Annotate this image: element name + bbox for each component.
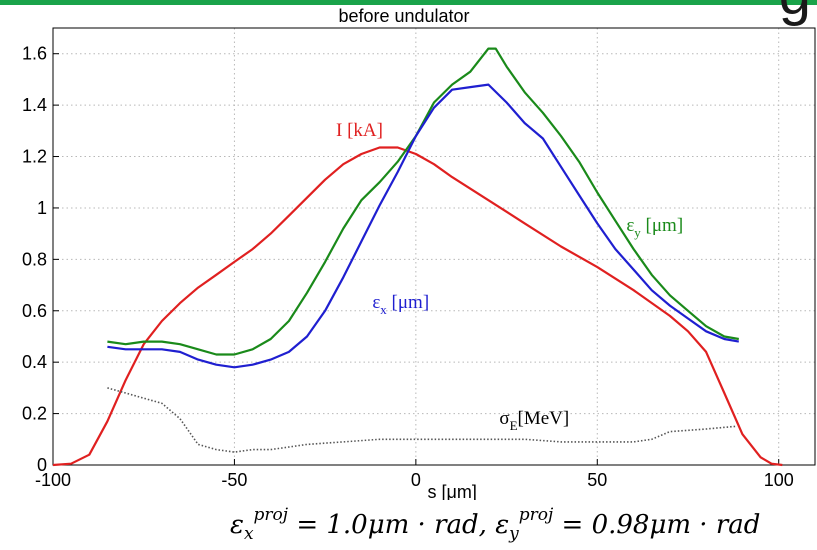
formula-eps-y-superscript: proj [518,505,554,525]
plot-area [53,28,815,465]
x-tick-label: 0 [411,470,421,490]
annotation-eps-y: εy [μm] [626,215,683,240]
top-accent-bar [0,0,817,5]
annotation-eps-x-symbol: ε [372,292,380,313]
y-tick-label: 0.8 [22,249,47,269]
line-chart: -100 -50 0 50 100 0 0.2 0.4 0.6 0.8 1 1.2 1.4 1.6 befo… [22,6,816,500]
annotation-sigma-e-unit: [MeV] [518,408,570,429]
y-tick-label: 0.2 [22,404,47,424]
annotation-eps-y-symbol: ε [626,215,634,236]
chart-title: before undulator [338,6,469,26]
y-tick-label: 1.2 [22,147,47,167]
annotation-eps-x: εx [μm] [372,292,429,317]
annotation-current-symbol: I [kA] [336,120,383,141]
y-tick-label: 1.4 [22,95,47,115]
corner-title-glyph: g [779,0,811,24]
annotation-sigma-e-subscript: E [510,418,518,433]
y-tick-label: 1 [37,198,47,218]
annotation-eps-y-unit: [μm] [641,215,683,236]
y-tick-label: 0 [37,455,47,475]
annotation-eps-x-subscript: x [380,302,387,317]
formula-eps-x-symbol: ε [230,510,244,540]
series-line-y-m [107,47,739,356]
x-tick-label: -50 [221,470,247,490]
annotation-current: I [kA] [336,120,383,141]
formula-eps-y-value: = 0.98μm · rad [553,510,761,540]
annotation-sigma-e-symbol: σ [499,408,509,429]
y-tick-label: 1.6 [22,44,47,64]
formula-eps-y-subscript: y [509,524,519,544]
series-line-i-ka [52,146,783,467]
x-tick-label: -100 [35,470,71,490]
x-tick-label: 100 [764,470,794,490]
formula-eps-y-symbol: ε [495,510,510,540]
series-line-e-mev [107,387,736,453]
plot-frame [52,27,816,466]
annotation-sigma-e: σE[MeV] [499,408,569,433]
x-axis-label: s [μm] [427,482,476,500]
formula-eps-x-subscript: x [243,524,254,544]
formula-eps-x-value: = 1.0μm · rad, [288,510,496,540]
annotation-eps-y-subscript: y [634,225,641,240]
projected-emittance-formula: εxproj = 1.0μm · rad, εyproj = 0.98μm · … [230,505,810,544]
formula-eps-x-superscript: proj [253,505,289,525]
series-line-x-m [107,83,739,369]
y-tick-label: 0.4 [22,352,47,372]
x-tick-label: 50 [587,470,607,490]
y-tick-label: 0.6 [22,301,47,321]
annotation-eps-x-unit: [μm] [387,292,429,313]
